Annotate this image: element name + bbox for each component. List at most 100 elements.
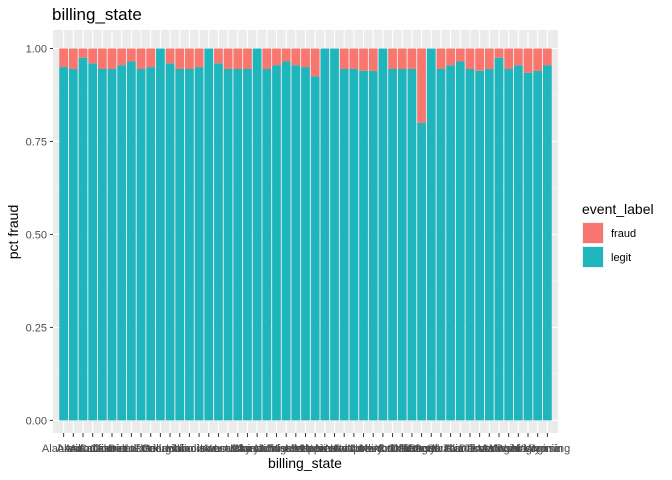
legend-label-fraud: fraud — [611, 228, 636, 240]
legend-title: event_label — [582, 201, 654, 217]
x-tick-label: South Carolina — [414, 443, 488, 455]
bar-fraud — [475, 48, 484, 71]
x-tick-label: Kansas — [200, 443, 237, 455]
bar-fraud — [291, 48, 301, 66]
bar-fraud — [281, 48, 291, 62]
y-tick-label: 0.75 — [26, 136, 47, 148]
x-tick-label: Virginia — [490, 443, 527, 455]
x-tick-label: Georgia — [141, 443, 181, 455]
bar-fraud — [233, 48, 243, 69]
x-tick-label: Nevada — [316, 443, 355, 455]
bar-legit — [97, 68, 107, 421]
bar-fraud — [243, 48, 252, 69]
x-tick-label: Vermont — [479, 443, 520, 455]
bar-fraud — [513, 48, 523, 66]
bar-legit — [252, 48, 262, 421]
bar-legit — [504, 68, 514, 421]
bar-fraud — [465, 48, 475, 69]
bar-fraud — [455, 48, 465, 62]
y-tick-label: 0.50 — [26, 229, 47, 241]
x-tick-label: Oregon — [403, 443, 440, 455]
bar-fraud — [339, 48, 349, 69]
bar-legit — [455, 61, 465, 421]
x-tick-label: Montana — [294, 443, 338, 455]
x-tick-label: California — [79, 443, 126, 455]
x-tick-label: Louisiana — [214, 443, 262, 455]
x-tick-label: Michigan — [254, 443, 298, 455]
bar-legit — [301, 67, 310, 421]
x-tick-label: Oklahoma — [387, 443, 438, 455]
bar-fraud — [359, 48, 368, 71]
x-tick-label: Florida — [134, 443, 169, 455]
bar-legit — [436, 68, 446, 421]
bar-legit — [397, 68, 407, 421]
x-tick-label: Delaware — [108, 443, 154, 455]
bar-fraud — [310, 48, 320, 77]
x-tick-label: Alabama — [42, 443, 86, 455]
x-tick-label: Texas — [465, 443, 494, 455]
bar-legit — [281, 61, 291, 421]
bar-fraud — [127, 48, 136, 62]
x-axis: AlabamaAlaskaArizonaArkansasCaliforniaCo… — [42, 433, 570, 455]
bar-fraud — [436, 48, 446, 69]
bar-fraud — [301, 48, 310, 68]
x-tick-label: Indiana — [181, 443, 218, 455]
x-tick-label: New Jersey — [325, 443, 383, 455]
bar-legit — [194, 67, 204, 421]
x-tick-label: New York — [350, 443, 397, 455]
bar-fraud — [194, 48, 204, 68]
bar-fraud — [407, 48, 417, 69]
legend: event_label fraud legit — [582, 201, 654, 268]
bar-legit — [513, 65, 523, 421]
x-tick-label: Kentucky — [205, 443, 251, 455]
bar-fraud — [262, 48, 272, 69]
x-tick-label: South Dakota — [427, 443, 495, 455]
x-tick-label: New Hampshire — [305, 443, 383, 455]
bar-fraud — [543, 48, 552, 66]
x-tick-label: West Virginia — [496, 443, 561, 455]
y-tick-label: 0.00 — [26, 415, 47, 427]
bar-fraud — [117, 48, 127, 66]
x-tick-label: Arkansas — [70, 443, 116, 455]
bar-fraud — [272, 48, 281, 66]
bar-legit — [88, 63, 98, 421]
bar-legit — [417, 122, 426, 421]
x-tick-label: Tennessee — [443, 443, 496, 455]
bar-legit — [426, 48, 436, 421]
bar-fraud — [59, 48, 68, 68]
bar-fraud — [504, 48, 514, 69]
x-tick-label: Colorado — [90, 443, 135, 455]
x-tick-label: Alaska — [57, 443, 91, 455]
bar-legit — [127, 61, 136, 421]
bar-legit — [204, 48, 214, 421]
bar-legit — [446, 65, 455, 421]
bar-fraud — [523, 48, 533, 73]
bar-legit — [272, 65, 281, 421]
x-tick-label: North Carolina — [347, 443, 419, 455]
bar-legit — [243, 68, 252, 421]
bar-legit — [107, 68, 117, 421]
bar-fraud — [78, 48, 88, 58]
bar-legit — [339, 68, 349, 421]
x-tick-label: Wyoming — [524, 443, 570, 455]
bar-fraud — [349, 48, 359, 69]
bar-legit — [78, 57, 88, 421]
bar-legit — [156, 48, 165, 421]
bar-fraud — [533, 48, 543, 71]
x-tick-label: North Dakota — [360, 443, 426, 455]
bar-fraud — [88, 48, 98, 64]
bar-legit — [146, 67, 156, 421]
bar-legit — [310, 76, 320, 421]
bar-legit — [407, 68, 417, 421]
bar-fraud — [388, 48, 397, 69]
bar-legit — [494, 57, 504, 421]
bar-fraud — [417, 48, 426, 123]
x-tick-label: Idaho — [166, 443, 194, 455]
y-axis-title: pct fraud — [5, 205, 21, 259]
x-tick-label: Mississippi — [269, 443, 322, 455]
legend-label-legit: legit — [611, 252, 631, 264]
bar-legit — [349, 68, 359, 421]
x-tick-label: Rhode Island — [409, 443, 474, 455]
bar-legit — [359, 70, 368, 421]
